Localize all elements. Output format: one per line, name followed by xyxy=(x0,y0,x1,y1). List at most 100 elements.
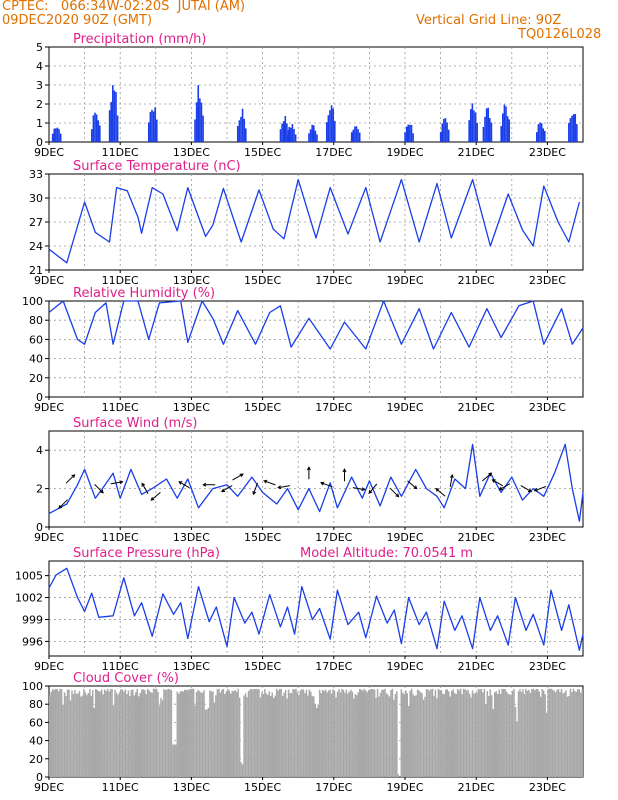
precip-bar xyxy=(236,126,239,142)
panel-title: Surface Wind (m/s) xyxy=(73,416,197,431)
series-line xyxy=(48,178,581,264)
cloud-bar xyxy=(229,693,232,777)
cloud-bar xyxy=(580,692,582,777)
cloud-bar xyxy=(188,689,190,777)
cloud-bar xyxy=(507,693,509,777)
precip-bar xyxy=(405,126,408,142)
wind-arrow xyxy=(520,485,533,493)
cloud-bar xyxy=(471,690,474,777)
cloud-bar xyxy=(262,694,265,777)
y-tick-label: 60 xyxy=(29,333,43,346)
precip-bar xyxy=(476,122,478,142)
cloud-bar xyxy=(256,689,259,777)
cloud-bar xyxy=(317,704,319,777)
cloud-bar xyxy=(175,744,177,777)
cloud-bar xyxy=(412,694,414,777)
precip-bar xyxy=(329,110,331,142)
cloud-bar xyxy=(574,690,576,777)
cloud-bar xyxy=(241,764,244,777)
x-tick-label: 17DEC xyxy=(315,274,352,287)
cloud-bar xyxy=(166,689,168,777)
precip-bar xyxy=(95,114,98,142)
cloud-bar xyxy=(299,690,302,777)
cloud-bar xyxy=(539,696,542,777)
cloud-bar xyxy=(551,689,554,777)
x-tick-label: 11DEC xyxy=(102,660,139,673)
cloud-bar xyxy=(132,689,134,777)
cloud-bar xyxy=(453,693,456,777)
precip-bar xyxy=(474,112,477,142)
cloud-bar xyxy=(146,688,149,777)
precip-bar xyxy=(284,116,287,142)
cloud-bar xyxy=(381,689,383,777)
wind-arrow xyxy=(220,485,233,493)
precip-bar xyxy=(412,133,414,142)
precip-bar xyxy=(147,122,150,142)
precip-bar xyxy=(327,115,330,142)
cloud-bar xyxy=(286,698,288,777)
cloud-bar xyxy=(222,688,225,777)
cloud-bar xyxy=(112,705,115,777)
wind-arrow xyxy=(533,486,547,492)
cloud-bar xyxy=(494,692,496,777)
cloud-bar xyxy=(120,689,122,777)
wind-arrow xyxy=(389,487,400,498)
cloud-bar xyxy=(431,688,434,777)
cloud-bar xyxy=(384,688,386,777)
cloud-bar xyxy=(115,692,118,777)
cloud-bar xyxy=(498,689,500,777)
precip-bar xyxy=(540,123,543,142)
cloud-bar xyxy=(339,692,342,777)
cloud-bar xyxy=(492,709,495,777)
cloud-bar xyxy=(367,690,370,777)
cloud-bar xyxy=(191,688,193,777)
cloud-bar xyxy=(342,690,345,777)
x-tick-label: 11DEC xyxy=(102,531,139,544)
y-tick-label: 0 xyxy=(36,771,43,784)
panel-frame xyxy=(48,430,584,528)
cloud-bar xyxy=(550,688,552,777)
cloud-bar xyxy=(415,695,417,777)
precip-bar xyxy=(91,129,93,142)
panel-title: Surface Temperature (nC) xyxy=(73,159,241,174)
y-tick-label: 40 xyxy=(29,735,43,748)
cloud-bar xyxy=(329,689,331,777)
cloud-bar xyxy=(138,696,140,777)
cloud-bar xyxy=(508,694,511,777)
cloud-bar xyxy=(569,688,572,777)
cloud-bar xyxy=(281,695,284,777)
cloud-bar xyxy=(63,692,66,777)
cloud-bar xyxy=(157,691,159,777)
cloud-bar xyxy=(54,688,57,777)
y-tick-label: 60 xyxy=(29,716,43,729)
cloud-bar xyxy=(538,691,540,777)
y-tick-label: 24 xyxy=(29,240,43,253)
cloud-bar xyxy=(189,689,192,777)
cloud-bar xyxy=(541,688,543,777)
cloud-bar xyxy=(283,692,285,777)
cloud-bar xyxy=(195,692,198,777)
cloud-bar xyxy=(496,694,499,777)
cloud-bar xyxy=(409,690,411,777)
precip-bar xyxy=(358,132,361,142)
cloud-bar xyxy=(479,689,481,777)
x-tick-label: 9DEC xyxy=(34,274,64,287)
cloud-bar xyxy=(284,690,287,777)
cloud-bar xyxy=(149,691,152,777)
cloud-bar xyxy=(324,689,327,777)
cloud-bar xyxy=(456,689,459,777)
precip-bar xyxy=(152,111,155,142)
precip-bar xyxy=(311,124,313,142)
cloud-bar xyxy=(372,689,374,777)
precip-bar xyxy=(503,104,506,142)
cloud-bar xyxy=(394,694,397,777)
y-tick-label: 0 xyxy=(36,391,43,404)
cloud-bar xyxy=(449,696,451,777)
cloud-bar xyxy=(446,689,449,777)
cloud-bar xyxy=(278,688,281,777)
cloud-bar xyxy=(363,688,365,777)
cloud-bar xyxy=(425,689,428,777)
wind-arrow xyxy=(368,483,378,495)
cloud-bar xyxy=(397,774,400,777)
cloud-bar xyxy=(393,699,395,777)
